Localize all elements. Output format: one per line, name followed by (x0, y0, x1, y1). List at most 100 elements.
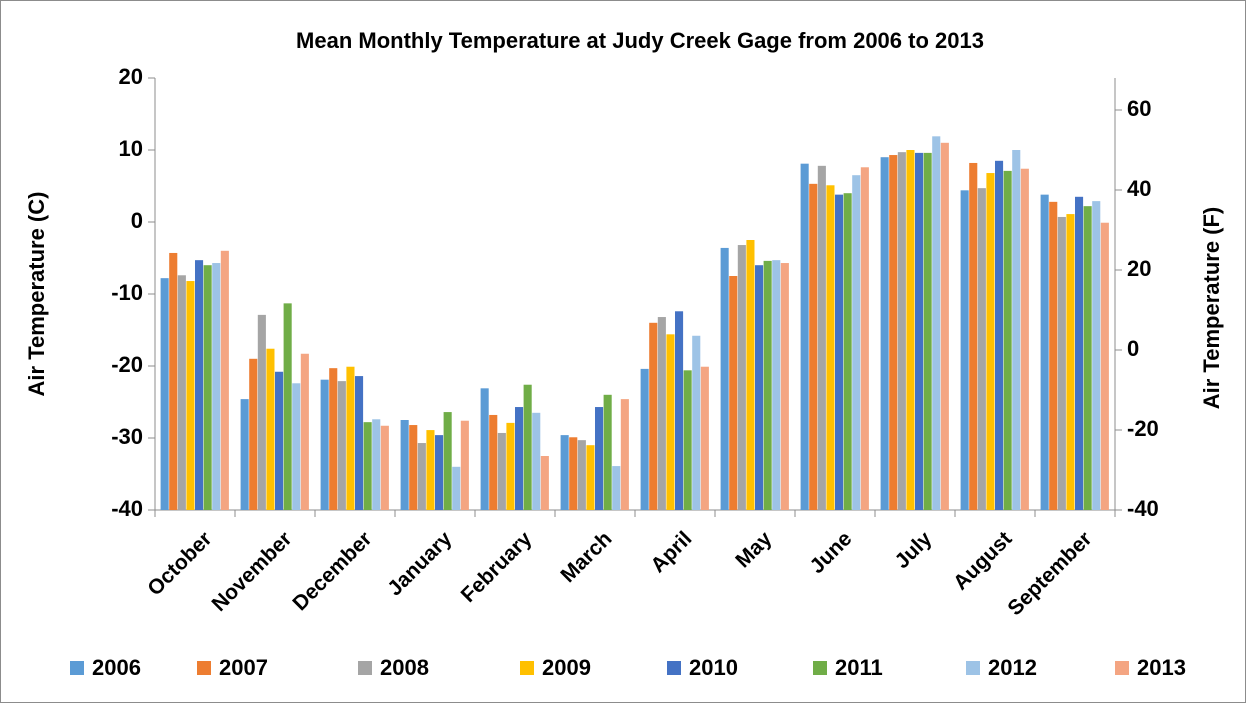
bar (852, 175, 861, 510)
legend-swatch (520, 661, 534, 675)
bar (977, 188, 986, 510)
bar (452, 466, 461, 510)
bar (400, 420, 409, 510)
bar (843, 193, 852, 510)
bar (1083, 206, 1092, 510)
legend-swatch (358, 661, 372, 675)
bar (266, 348, 275, 510)
bar (203, 265, 212, 510)
bar (897, 152, 906, 510)
bar (800, 163, 809, 510)
bar (320, 379, 329, 510)
legend-label: 2013 (1137, 655, 1186, 680)
bar (755, 265, 764, 510)
bar (283, 303, 292, 510)
bar (906, 150, 915, 510)
bar (195, 260, 204, 510)
bar (435, 435, 444, 510)
bar (880, 157, 889, 510)
legend-label: 2009 (542, 655, 591, 680)
bar (640, 368, 649, 510)
bar (300, 353, 309, 510)
bar (220, 250, 229, 511)
y-tick-label: -20 (111, 352, 143, 377)
bar (417, 443, 426, 510)
y-axis-title: Air Temperature (C) (24, 192, 49, 397)
bar (675, 311, 684, 510)
bar (809, 183, 818, 510)
bar (426, 430, 435, 510)
bar (612, 466, 621, 510)
bar (460, 420, 469, 510)
y2-tick-label: -20 (1127, 416, 1159, 441)
legend-label: 2007 (219, 655, 268, 680)
bar (1100, 222, 1109, 510)
bar (560, 435, 569, 510)
bar (249, 358, 258, 510)
bar (186, 281, 195, 510)
bar (1057, 216, 1066, 510)
chart-title: Mean Monthly Temperature at Judy Creek G… (296, 28, 984, 53)
bar (763, 260, 772, 510)
bar (355, 376, 364, 510)
y2-tick-label: 40 (1127, 176, 1151, 201)
y-tick-label: 0 (131, 208, 143, 233)
bar (1066, 214, 1075, 510)
bar (169, 252, 178, 510)
bar (515, 407, 524, 510)
legend-label: 2010 (689, 655, 738, 680)
bar (737, 245, 746, 511)
bar (240, 399, 249, 510)
bar (489, 414, 498, 510)
bar (915, 152, 924, 510)
bar (657, 317, 666, 510)
bar (497, 432, 506, 510)
legend-swatch (197, 661, 211, 675)
bar (1049, 201, 1058, 510)
y2-axis-title: Air Temperature (F) (1199, 207, 1224, 410)
bar (1012, 150, 1021, 510)
legend-swatch (966, 661, 980, 675)
y-tick-label: -30 (111, 424, 143, 449)
bar (889, 155, 898, 511)
bar (826, 185, 835, 510)
bar (292, 383, 301, 510)
bar (1075, 196, 1084, 511)
bar (649, 322, 658, 510)
bar (860, 167, 869, 510)
bar (595, 407, 604, 510)
bar (720, 247, 729, 511)
bar (443, 412, 452, 510)
bar (960, 190, 969, 510)
y2-tick-label: -40 (1127, 496, 1159, 521)
legend-swatch (667, 661, 681, 675)
bar (212, 263, 221, 510)
bar (772, 260, 781, 510)
legend-label: 2011 (835, 655, 883, 680)
bar (506, 422, 515, 510)
bar (1092, 201, 1101, 510)
bar (817, 165, 826, 510)
bar (586, 445, 595, 510)
bar (532, 412, 541, 510)
bar (177, 275, 186, 510)
bar (346, 366, 355, 510)
bar (480, 388, 489, 510)
bar (380, 425, 389, 510)
bar (577, 440, 586, 510)
bar (603, 394, 612, 510)
y-tick-label: 20 (119, 64, 143, 89)
legend-label: 2012 (988, 655, 1037, 680)
bar (1040, 194, 1049, 510)
bar (569, 437, 578, 510)
legend-swatch (813, 661, 827, 675)
y-tick-label: -40 (111, 496, 143, 521)
bar (363, 422, 372, 510)
legend-label: 2008 (380, 655, 429, 680)
y2-tick-label: 60 (1127, 96, 1151, 121)
bar (523, 384, 532, 510)
bar (1003, 170, 1012, 510)
legend-swatch (1115, 661, 1129, 675)
bar (700, 366, 709, 510)
